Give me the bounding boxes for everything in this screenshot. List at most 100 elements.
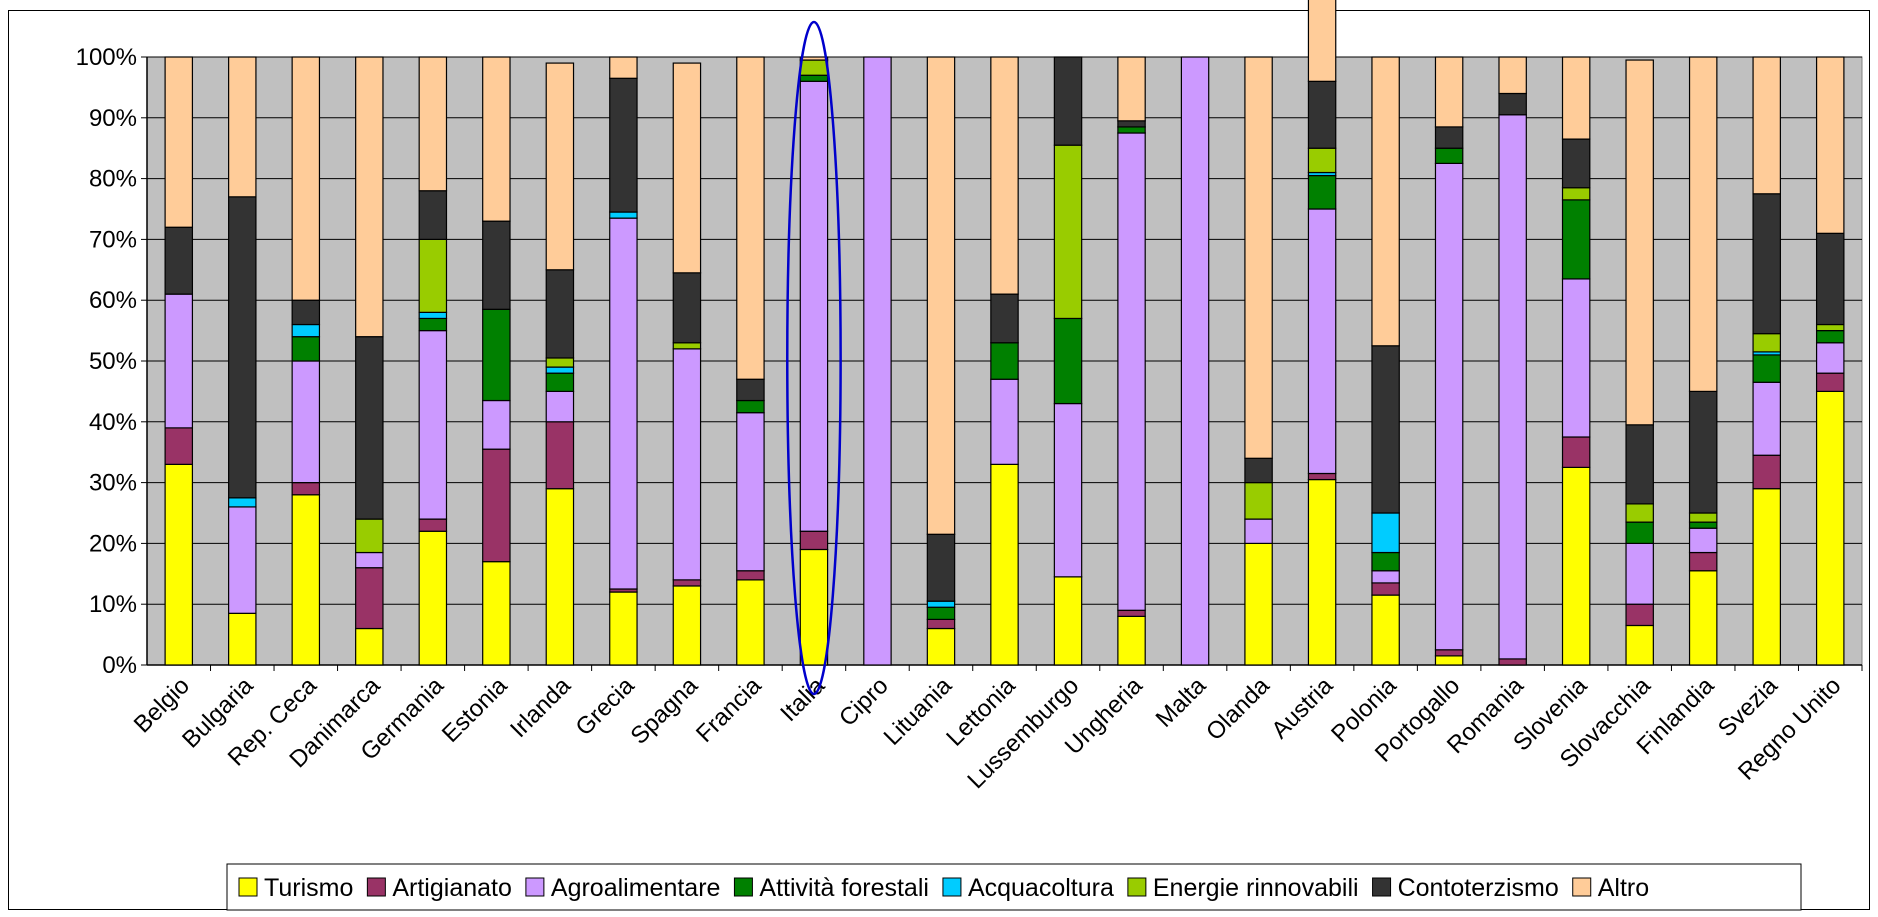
bar-segment — [1688, 521, 1718, 529]
bar-segment — [1307, 147, 1337, 174]
bar-segment — [609, 56, 638, 79]
bar-segment — [291, 494, 321, 666]
bar-segment — [926, 627, 956, 666]
y-tick-label: 0% — [102, 652, 137, 679]
bar-segment — [545, 372, 575, 393]
bar-segment — [736, 378, 765, 402]
bar-segment — [863, 56, 892, 666]
bar-segment — [1561, 278, 1591, 438]
bar-segment — [291, 299, 321, 326]
bar-segment — [1434, 655, 1464, 666]
bar-segment — [482, 448, 511, 563]
bar-segment — [355, 551, 384, 569]
bar-segment — [164, 427, 194, 465]
bar-segment — [355, 56, 384, 338]
bar-segment — [1434, 56, 1464, 128]
bar-segment — [545, 62, 575, 271]
bar-segment — [1561, 199, 1591, 280]
bar-segment — [291, 482, 321, 496]
bar-segment — [355, 518, 384, 554]
bar-segment — [926, 56, 956, 535]
bar-segment — [926, 600, 956, 608]
bar-segment — [672, 272, 702, 344]
bar-segment — [1625, 503, 1654, 523]
bar-segment — [355, 627, 384, 666]
y-tick-label: 90% — [89, 105, 137, 132]
bar-segment — [1053, 144, 1083, 320]
bar-segment — [1244, 56, 1273, 459]
bar-segment — [228, 612, 257, 666]
bar-segment — [1561, 187, 1591, 201]
bar-segment — [164, 463, 194, 666]
legend-swatch — [238, 877, 258, 897]
bar-segment — [609, 217, 638, 590]
bar-segment — [990, 463, 1019, 666]
bar-segment — [1815, 330, 1845, 344]
bar-segment — [545, 390, 575, 423]
bar-segment — [1117, 132, 1146, 611]
bar-segment — [1625, 521, 1654, 544]
legend-swatch — [366, 877, 386, 897]
bar-segment — [228, 497, 257, 508]
bar-segment — [609, 211, 638, 219]
bar-segment — [1752, 381, 1781, 456]
legend-swatch — [733, 877, 753, 897]
bar-segment — [1498, 92, 1527, 116]
x-tick-label: Irlanda — [505, 672, 576, 743]
bar-segment — [1053, 56, 1083, 146]
bar-segment — [1371, 551, 1400, 572]
bar-segment — [799, 74, 829, 82]
bar-segment — [418, 56, 448, 192]
bar-segment — [1307, 208, 1337, 475]
bar-segment — [1117, 609, 1146, 617]
bar-segment — [164, 226, 194, 295]
bar-segment — [1688, 512, 1718, 523]
y-tick-label: 20% — [89, 530, 137, 557]
bar-segment — [1180, 56, 1210, 666]
bar-segment — [1434, 147, 1464, 164]
legend-label: Artigianato — [392, 874, 512, 902]
bar-segment — [990, 342, 1019, 380]
bar-segment — [1371, 594, 1400, 666]
bar-segment — [1053, 317, 1083, 405]
bar-segment — [1371, 345, 1400, 514]
bar-segment — [418, 330, 448, 520]
bar-segment — [736, 579, 765, 666]
bar-segment — [609, 591, 638, 666]
bar-segment — [1117, 56, 1146, 122]
bar-segment — [1307, 174, 1337, 210]
bar-segment — [799, 548, 829, 666]
bar-segment — [1053, 402, 1083, 578]
bar-segment — [1053, 576, 1083, 666]
bar-segment — [990, 56, 1019, 295]
bar-segment — [1815, 56, 1845, 234]
x-tick-label: Spagna — [626, 672, 704, 750]
x-tick-label: Cipro — [834, 672, 894, 732]
bar-segment — [482, 220, 511, 310]
bar-segment — [799, 530, 829, 551]
legend-box — [226, 863, 1802, 911]
legend-swatch — [1372, 877, 1392, 897]
bar-segment — [1752, 354, 1781, 383]
x-tick-label: Lituania — [879, 672, 958, 751]
bar-segment — [482, 561, 511, 666]
legend-label: Turismo — [264, 874, 353, 902]
bar-segment — [1307, 0, 1337, 82]
bar-segment — [1561, 436, 1591, 468]
bar-segment — [672, 62, 702, 274]
x-tick-label: Francia — [691, 672, 767, 748]
bar-segment — [545, 488, 575, 666]
bar-segment — [1561, 56, 1591, 140]
y-tick-label: 10% — [89, 591, 137, 618]
bar-segment — [1815, 323, 1845, 332]
legend-swatch — [1127, 877, 1147, 897]
legend-swatch — [525, 877, 545, 897]
bar-segment — [1688, 570, 1718, 666]
bar-segment — [228, 196, 257, 499]
bar-segment — [1625, 542, 1654, 605]
bar-segment — [291, 336, 321, 362]
bar-segment — [418, 317, 448, 332]
bar-segment — [1625, 603, 1654, 627]
bar-segment — [672, 579, 702, 587]
bar-segment — [228, 56, 257, 198]
